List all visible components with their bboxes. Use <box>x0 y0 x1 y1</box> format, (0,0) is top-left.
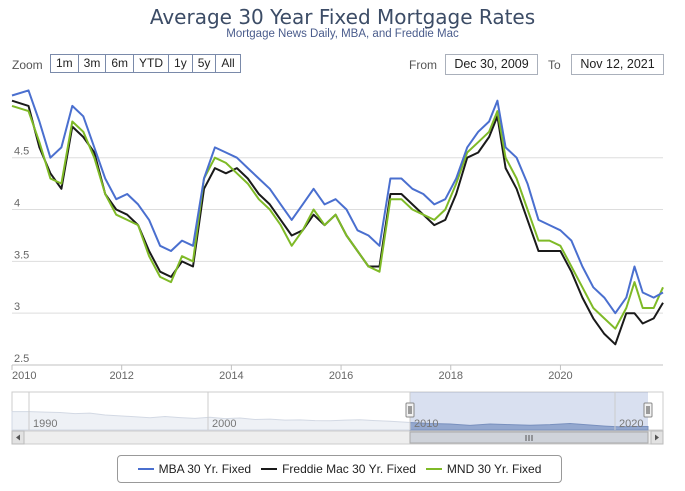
x-tick-label: 2010 <box>12 370 36 382</box>
chart-title: Average 30 Year Fixed Mortgage Rates <box>149 5 536 29</box>
from-label: From <box>409 58 437 72</box>
to-label: To <box>548 58 561 72</box>
to-date-input[interactable]: Nov 12, 2021 <box>571 54 664 75</box>
legend-swatch <box>261 468 278 470</box>
navigator-history-area <box>11 411 411 431</box>
legend-label: MBA 30 Yr. Fixed <box>158 462 252 476</box>
x-tick-label: 2014 <box>219 370 243 382</box>
legend-swatch <box>425 468 442 470</box>
nav-tick-label: 2020 <box>619 418 643 430</box>
navigator-selected-area <box>409 421 649 431</box>
y-tick-label: 4 <box>14 198 20 210</box>
legend-label: MND 30 Yr. Fixed <box>446 462 542 476</box>
x-tick-label: 2012 <box>109 370 133 382</box>
navigator-selection-mask <box>410 392 648 430</box>
series-line-mba <box>11 89 664 315</box>
zoom-button-group: 1m 3m 6m YTD 1y 5y All <box>50 54 241 73</box>
legend-swatch <box>137 468 154 470</box>
nav-tick-label: 2010 <box>414 418 438 430</box>
nav-tick-label: 1990 <box>33 418 57 430</box>
zoom-ytd-button[interactable]: YTD <box>133 54 170 73</box>
y-tick-label: 3 <box>14 301 20 313</box>
legend-label: Freddie Mac 30 Yr. Fixed <box>282 462 416 476</box>
nav-tick-label: 2000 <box>212 418 236 430</box>
zoom-label: Zoom <box>12 58 43 72</box>
legend: MBA 30 Yr. Fixed Freddie Mac 30 Yr. Fixe… <box>117 455 562 483</box>
chart-subtitle: Mortgage News Daily, MBA, and Freddie Ma… <box>226 28 459 40</box>
x-tick-label: 2018 <box>439 370 463 382</box>
series-line-mnd <box>11 104 664 330</box>
x-tick-label: 2016 <box>329 370 353 382</box>
from-date-input[interactable]: Dec 30, 2009 <box>445 54 538 75</box>
zoom-5y-button[interactable]: 5y <box>191 54 217 73</box>
y-tick-label: 2.5 <box>14 353 29 365</box>
x-tick-label: 2020 <box>548 370 572 382</box>
zoom-all-button[interactable]: All <box>215 54 241 73</box>
scroll-right-icon <box>655 434 659 441</box>
zoom-6m-button[interactable]: 6m <box>105 54 135 73</box>
legend-item-mba[interactable]: MBA 30 Yr. Fixed <box>137 462 252 476</box>
legend-item-freddie-mac[interactable]: Freddie Mac 30 Yr. Fixed <box>261 462 416 476</box>
zoom-3m-button[interactable]: 3m <box>77 54 107 73</box>
navigator-right-handle[interactable] <box>643 402 653 418</box>
zoom-1y-button[interactable]: 1y <box>168 54 193 73</box>
navigator-left-handle[interactable] <box>405 402 415 418</box>
legend-item-mnd[interactable]: MND 30 Yr. Fixed <box>425 462 542 476</box>
y-tick-label: 4.5 <box>14 146 29 158</box>
scroll-left-icon <box>16 434 20 441</box>
y-tick-label: 3.5 <box>14 249 29 261</box>
